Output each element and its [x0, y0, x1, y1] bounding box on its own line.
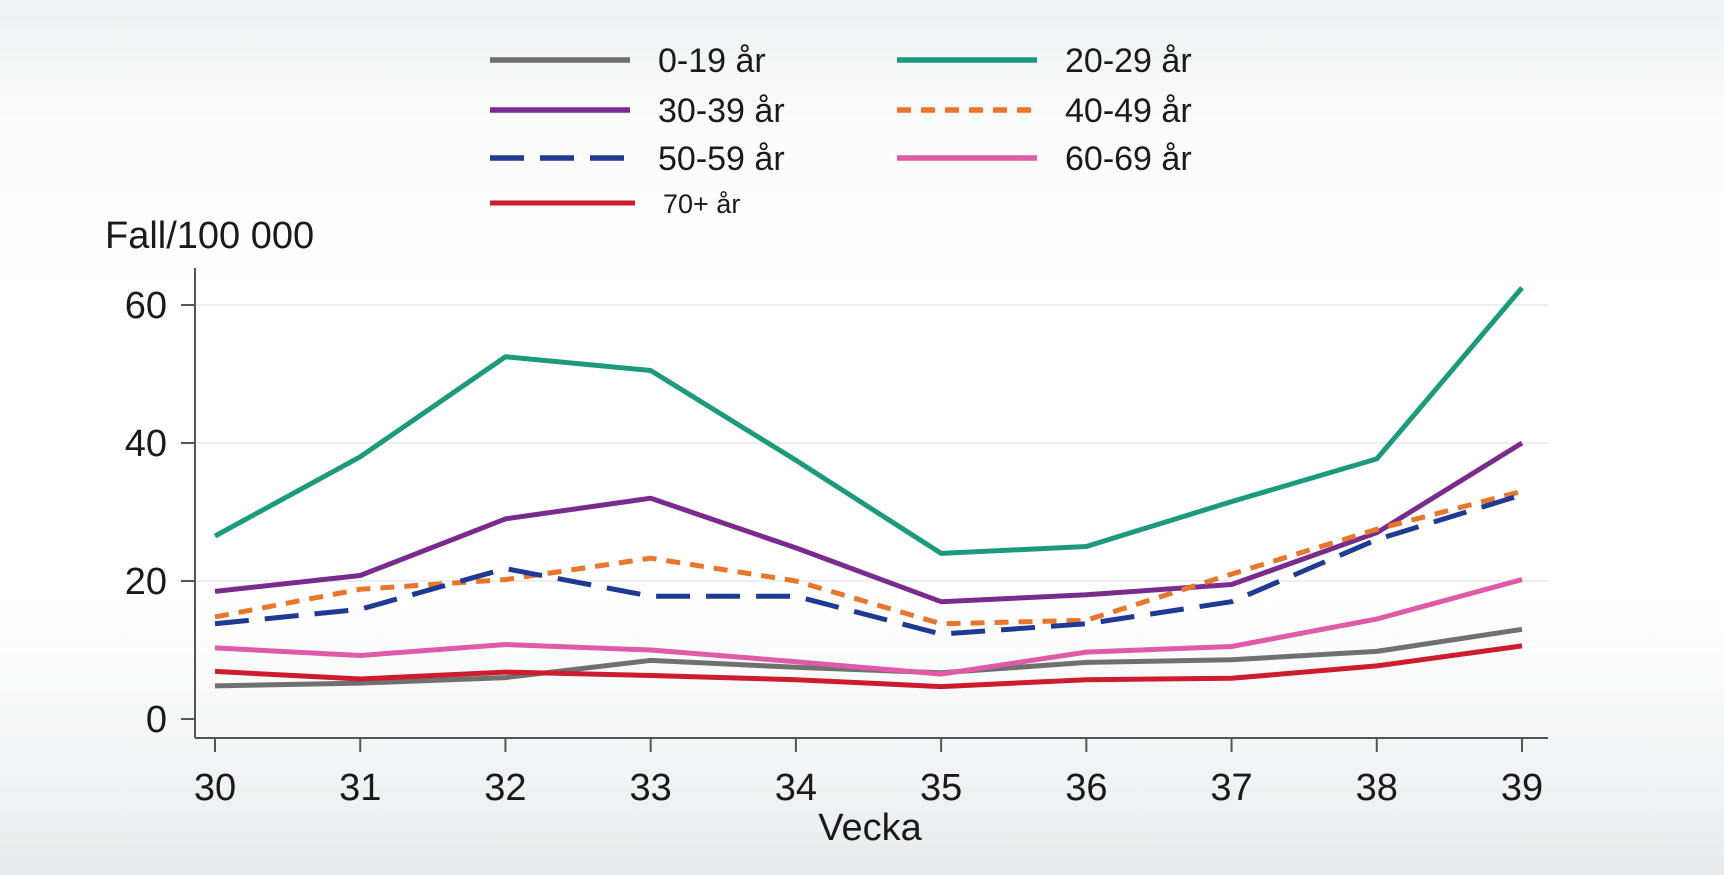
x-tick-label: 38 — [1356, 767, 1398, 809]
x-tick-label: 35 — [920, 767, 962, 809]
y-tick-label: 0 — [146, 699, 167, 741]
x-tick-label: 36 — [1065, 767, 1107, 809]
y-tick-label: 40 — [125, 423, 167, 465]
y-axis-ticks: 0 20 40 60 — [125, 285, 195, 741]
axes — [194, 268, 1548, 739]
y-tick-label: 20 — [125, 561, 167, 603]
legend-label: 30-39 år — [658, 92, 785, 130]
series-line-70+r — [214, 643, 1523, 690]
x-tick-label: 37 — [1210, 767, 1252, 809]
legend: 0-19 år 20-29 år 30-39 år 40-49 år 50-59 år 6… — [490, 42, 1192, 219]
x-tick-label: 30 — [194, 767, 236, 809]
legend-label: 0-19 år — [658, 42, 766, 80]
x-tick-label: 32 — [484, 767, 526, 809]
series-line-3039r — [214, 440, 1524, 605]
x-tick-label: 33 — [630, 767, 672, 809]
gridlines — [195, 304, 1548, 582]
x-tick-label: 34 — [775, 767, 817, 809]
series-line-5059r — [214, 492, 1523, 637]
legend-label: 50-59 år — [658, 140, 785, 178]
legend-label: 70+ år — [663, 189, 740, 219]
x-axis-title: Vecka — [818, 807, 922, 849]
series-line-2029r — [213, 286, 1524, 556]
series-lines — [213, 286, 1524, 690]
x-tick-label: 31 — [339, 767, 381, 809]
x-tick-label: 39 — [1501, 767, 1543, 809]
series-line-6069r — [214, 577, 1523, 677]
x-axis-ticks: 30 31 32 33 34 35 36 37 38 39 — [194, 738, 1543, 809]
y-axis-title: Fall/100 000 — [105, 215, 314, 257]
legend-label: 20-29 år — [1065, 42, 1192, 80]
series-line-4049r — [214, 488, 1523, 627]
y-tick-label: 60 — [125, 285, 167, 327]
legend-label: 60-69 år — [1065, 140, 1192, 178]
legend-label: 40-49 år — [1065, 92, 1192, 130]
